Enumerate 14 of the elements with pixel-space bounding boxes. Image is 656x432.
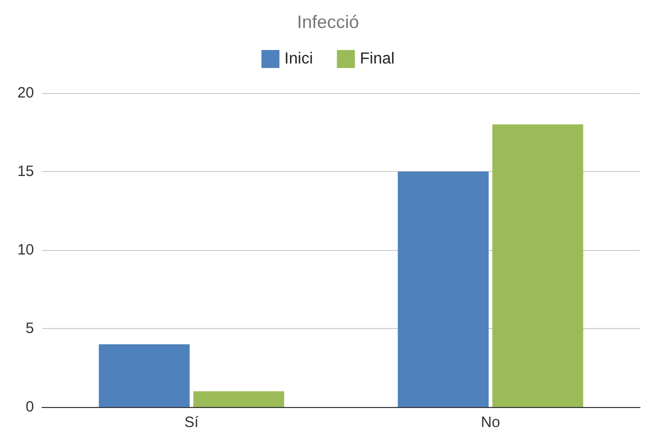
chart-title: Infecció (296, 12, 360, 32)
bar (98, 344, 190, 407)
x-tick-label: No (480, 414, 500, 431)
bar (492, 124, 584, 407)
y-tick-label: 0 (26, 398, 34, 416)
y-tick-label: 5 (26, 320, 34, 337)
x-tick-label: Sí (184, 414, 200, 431)
bar (193, 391, 284, 407)
y-tick-label: 10 (17, 242, 34, 258)
legend-label: Final (360, 50, 395, 68)
y-tick-label: 20 (17, 84, 34, 102)
y-tick-label: 15 (17, 163, 34, 180)
legend-label: Inici (284, 50, 313, 68)
bar (398, 172, 489, 407)
